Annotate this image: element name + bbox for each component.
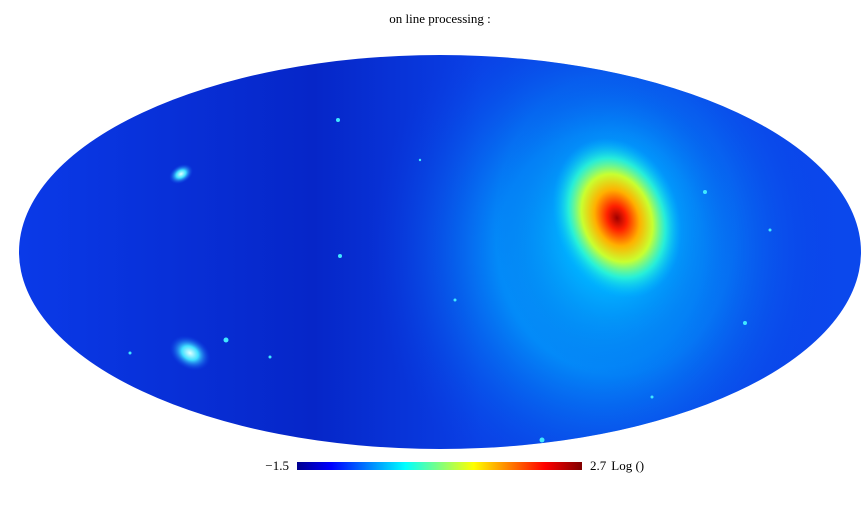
colorbar-tick-label: 2.7 xyxy=(590,458,607,473)
colorbar-tick-label: −1.5 xyxy=(265,458,289,473)
map-title: on line processing : xyxy=(389,11,490,26)
sky-map xyxy=(19,55,861,449)
colorbar-unit: Log () xyxy=(611,458,644,473)
colorbar xyxy=(297,462,582,470)
